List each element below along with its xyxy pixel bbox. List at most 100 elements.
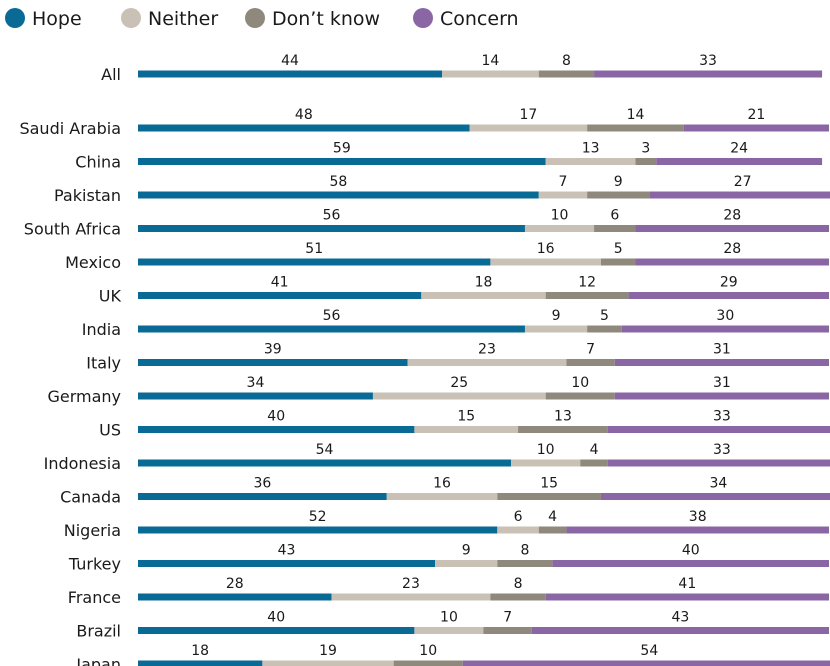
- bar-hope-turkey: [138, 560, 436, 567]
- value-label-neither-france: 23: [402, 576, 420, 592]
- value-label-dont-know-germany: 10: [571, 375, 589, 391]
- bar-dont-know-china: [635, 158, 657, 165]
- value-label-dont-know-india: 5: [600, 308, 609, 324]
- legend-label-hope: Hope: [32, 8, 82, 30]
- bar-dont-know-germany: [545, 392, 615, 400]
- value-label-concern-france: 41: [678, 576, 696, 592]
- category-label-china: China: [75, 153, 121, 172]
- value-label-hope-mexico: 51: [305, 241, 323, 257]
- bar-hope-brazil: [138, 627, 415, 634]
- value-label-hope-japan: 18: [191, 643, 209, 659]
- bar-neither-mexico: [490, 258, 601, 266]
- value-label-concern-all: 33: [699, 53, 717, 69]
- bar-dont-know-france: [490, 593, 546, 601]
- bar-concern-france: [545, 593, 829, 601]
- value-label-hope-pakistan: 58: [329, 174, 347, 190]
- category-label-uk: UK: [99, 287, 122, 306]
- bar-neither-canada: [386, 493, 498, 500]
- value-label-neither-brazil: 10: [440, 610, 458, 626]
- value-label-neither-india: 9: [552, 308, 561, 324]
- bar-hope-us: [138, 426, 415, 433]
- bar-dont-know-all: [538, 70, 595, 78]
- category-label-pakistan: Pakistan: [54, 186, 121, 205]
- value-label-neither-us: 15: [457, 409, 475, 425]
- bar-concern-brazil: [531, 627, 829, 634]
- bar-dont-know-us: [518, 426, 608, 433]
- category-label-italy: Italy: [86, 354, 121, 373]
- value-label-concern-china: 24: [730, 141, 748, 157]
- bar-concern-all: [594, 70, 823, 78]
- category-label-japan: Japan: [75, 655, 121, 666]
- bar-concern-india: [621, 325, 829, 333]
- bar-neither-italy: [407, 359, 567, 366]
- bar-dont-know-indonesia: [580, 459, 608, 467]
- value-label-hope-saudi-arabia: 48: [295, 107, 313, 123]
- value-label-concern-japan: 54: [640, 643, 658, 659]
- value-label-neither-mexico: 16: [537, 241, 555, 257]
- bar-dont-know-italy: [566, 359, 615, 366]
- bar-neither-uk: [421, 292, 546, 299]
- bar-neither-india: [524, 325, 588, 333]
- bar-neither-pakistan: [538, 191, 588, 199]
- bar-neither-indonesia: [511, 459, 581, 467]
- value-label-neither-pakistan: 7: [558, 174, 567, 190]
- value-label-neither-china: 13: [582, 141, 600, 157]
- bar-dont-know-brazil: [483, 627, 532, 634]
- value-label-hope-canada: 36: [253, 476, 271, 492]
- value-label-concern-pakistan: 27: [734, 174, 752, 190]
- legend-swatch-dont-know: [245, 8, 265, 28]
- bar-concern-turkey: [552, 560, 829, 567]
- value-label-dont-know-south-africa: 6: [610, 208, 619, 224]
- bar-hope-all: [138, 70, 443, 78]
- value-label-concern-italy: 31: [713, 342, 731, 358]
- value-label-dont-know-canada: 15: [540, 476, 558, 492]
- value-label-concern-uk: 29: [720, 275, 738, 291]
- bar-dont-know-canada: [497, 493, 601, 500]
- value-label-concern-saudi-arabia: 21: [748, 107, 766, 123]
- bar-concern-mexico: [635, 258, 829, 266]
- category-label-brazil: Brazil: [76, 622, 121, 641]
- value-label-dont-know-indonesia: 4: [590, 442, 599, 458]
- value-label-hope-italy: 39: [264, 342, 282, 358]
- category-label-india: India: [82, 320, 121, 339]
- bar-concern-china: [656, 158, 823, 165]
- value-label-concern-us: 33: [713, 409, 731, 425]
- value-label-concern-mexico: 28: [723, 241, 741, 257]
- value-label-dont-know-japan: 10: [419, 643, 437, 659]
- value-label-hope-us: 40: [267, 409, 285, 425]
- value-label-hope-brazil: 40: [267, 610, 285, 626]
- value-label-dont-know-nigeria: 4: [548, 509, 557, 525]
- bar-dont-know-south-africa: [594, 225, 636, 232]
- category-label-saudi-arabia: Saudi Arabia: [19, 119, 121, 138]
- bar-dont-know-uk: [545, 292, 629, 299]
- value-label-hope-indonesia: 54: [316, 442, 334, 458]
- category-label-south-africa: South Africa: [24, 220, 121, 239]
- bar-neither-us: [414, 426, 519, 433]
- bar-hope-mexico: [138, 258, 491, 266]
- category-label-turkey: Turkey: [68, 555, 121, 574]
- bar-hope-japan: [138, 660, 263, 666]
- value-label-hope-france: 28: [226, 576, 244, 592]
- value-label-concern-germany: 31: [713, 375, 731, 391]
- value-label-dont-know-all: 8: [562, 53, 571, 69]
- value-label-neither-indonesia: 10: [537, 442, 555, 458]
- bar-neither-nigeria: [497, 526, 539, 534]
- value-label-hope-india: 56: [323, 308, 341, 324]
- bar-neither-france: [331, 593, 491, 601]
- value-label-dont-know-mexico: 5: [614, 241, 623, 257]
- value-label-neither-south-africa: 10: [551, 208, 569, 224]
- bar-hope-germany: [138, 392, 373, 400]
- bar-dont-know-nigeria: [538, 526, 567, 534]
- bar-concern-canada: [600, 493, 830, 500]
- value-label-concern-india: 30: [716, 308, 734, 324]
- value-label-concern-turkey: 40: [682, 543, 700, 559]
- bar-concern-south-africa: [635, 225, 829, 232]
- bar-hope-nigeria: [138, 526, 498, 534]
- value-label-concern-south-africa: 28: [723, 208, 741, 224]
- value-label-concern-brazil: 43: [672, 610, 690, 626]
- bar-concern-germany: [614, 392, 829, 400]
- bar-hope-uk: [138, 292, 422, 299]
- value-label-dont-know-saudi-arabia: 14: [627, 107, 645, 123]
- legend-swatch-hope: [5, 8, 25, 28]
